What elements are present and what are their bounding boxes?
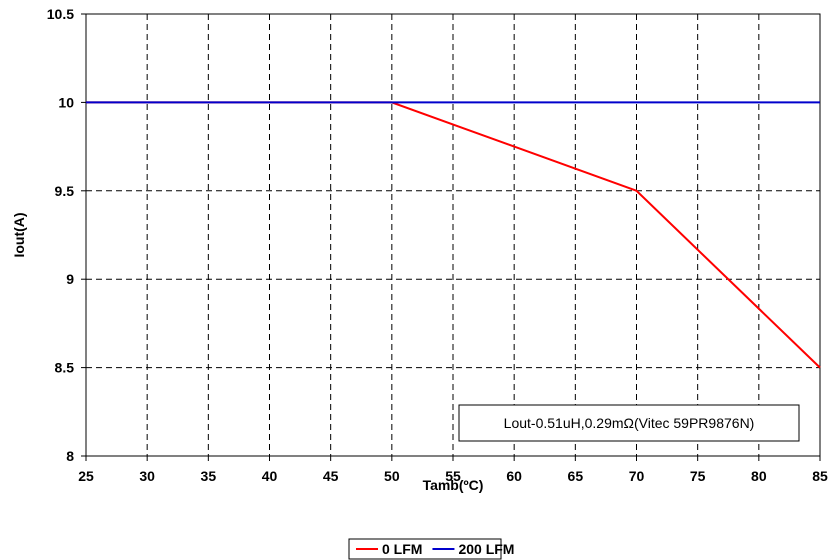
x-tick-label: 85: [812, 468, 828, 484]
legend: 0 LFM 200 LFM: [348, 538, 514, 560]
x-tick-label: 30: [139, 468, 155, 484]
y-tick-label: 8: [66, 448, 74, 464]
x-tick-label: 70: [629, 468, 645, 484]
x-tick-label: 50: [384, 468, 400, 484]
annotation-text: Lout-0.51uH,0.29mΩ(Vitec 59PR9876N): [504, 415, 755, 431]
x-tick-label: 80: [751, 468, 767, 484]
y-tick-label: 10.5: [47, 6, 74, 22]
ticks: 25 30 35 40 45 50 55 60 65 70 75 80 85 8 8.5 9 9.5 10 10.5: [47, 6, 828, 484]
y-axis-label: Iout(A): [11, 212, 27, 257]
y-tick-label: 8.5: [55, 360, 75, 376]
legend-box: [348, 538, 502, 560]
x-tick-label: 55: [445, 468, 461, 484]
x-tick-label: 25: [78, 468, 94, 484]
y-tick-label: 10: [58, 94, 74, 110]
x-tick-label: 40: [262, 468, 278, 484]
y-tick-label: 9: [66, 271, 74, 287]
legend-label: 0 LFM: [382, 541, 422, 557]
legend-label: 200 LFM: [458, 541, 514, 557]
x-tick-label: 75: [690, 468, 706, 484]
x-axis-label: Tamb(ºC): [423, 477, 484, 493]
y-tick-label: 9.5: [55, 183, 75, 199]
x-tick-label: 35: [201, 468, 217, 484]
x-tick-label: 65: [568, 468, 584, 484]
x-tick-label: 60: [506, 468, 522, 484]
x-tick-label: 45: [323, 468, 339, 484]
annotation-box: Lout-0.51uH,0.29mΩ(Vitec 59PR9876N): [458, 404, 800, 442]
grid: [86, 14, 820, 456]
series-lines: [86, 101, 821, 369]
